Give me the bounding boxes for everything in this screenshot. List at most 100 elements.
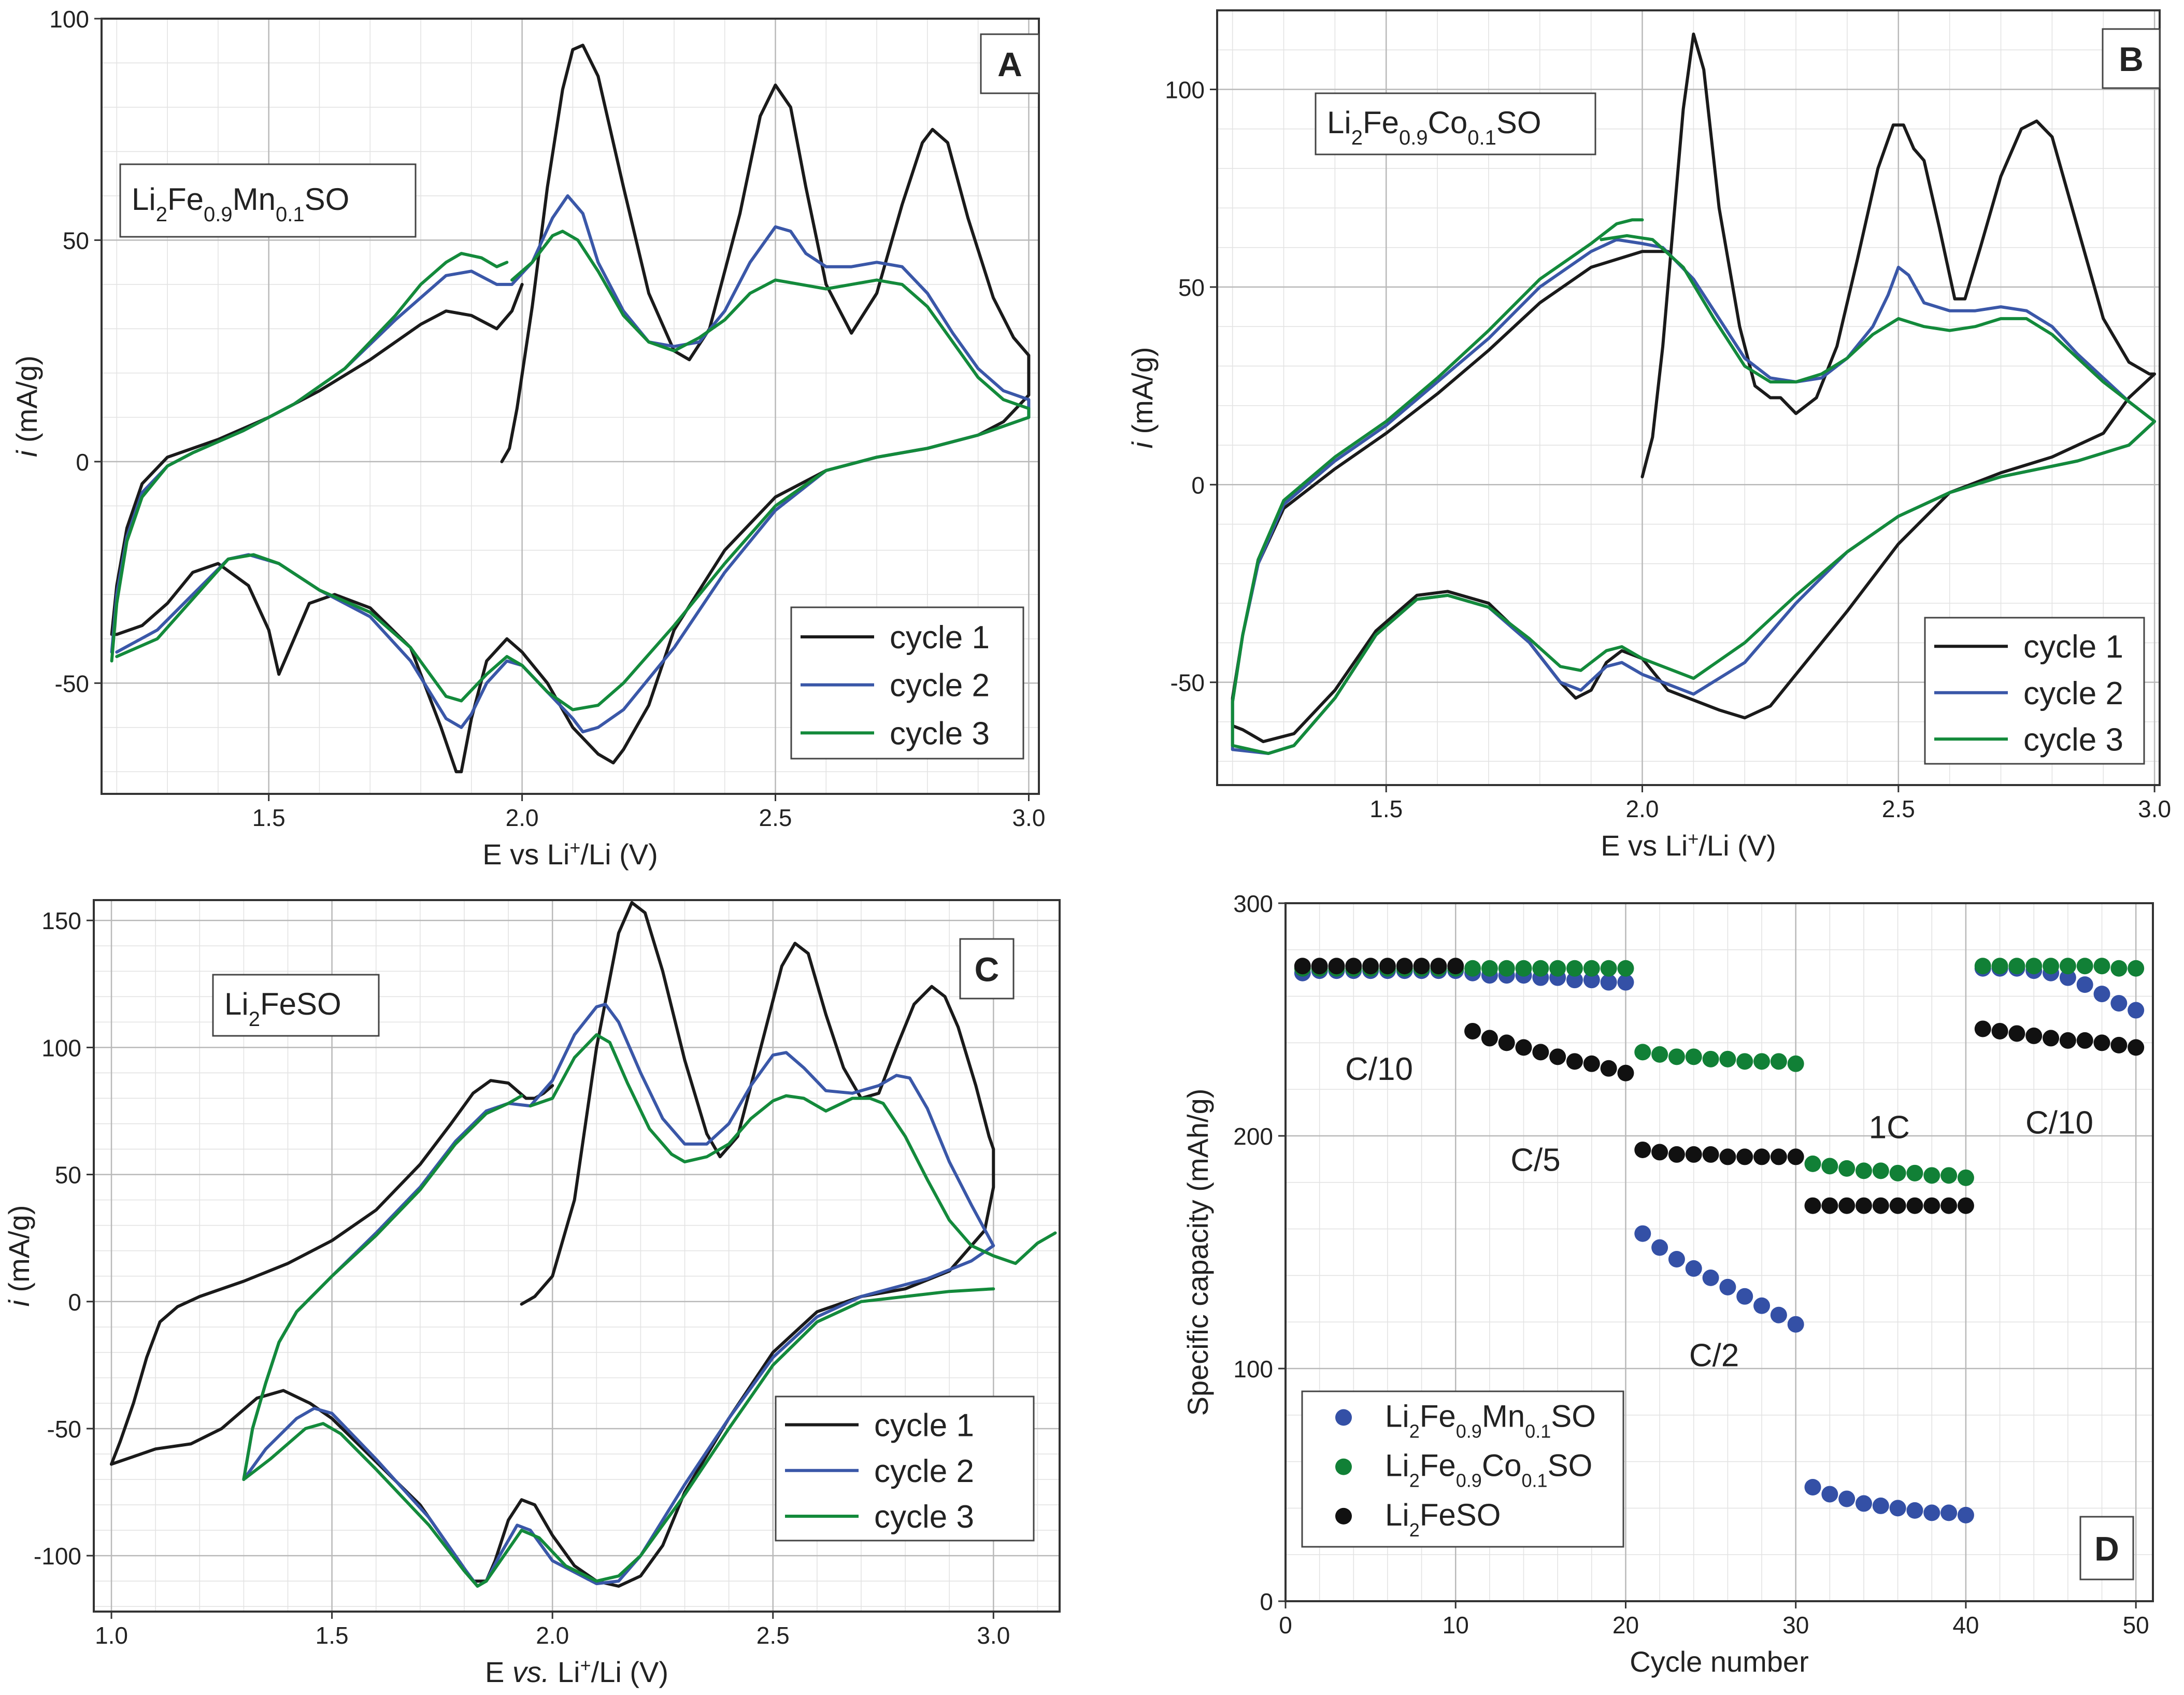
formula-text: SO: [1548, 1448, 1593, 1483]
x-axis-label: E vs Li+/Li (V): [1601, 828, 1776, 862]
data-point-Li2Fe0.9Co0.1SO: [2093, 958, 2110, 975]
x-tick-label: 2.5: [759, 804, 792, 831]
formula-text: Li: [1385, 1498, 1409, 1532]
data-point-Li2Fe0.9Mn0.1SO: [1923, 1504, 1940, 1521]
x-axis-label-text: Li: [549, 1656, 580, 1688]
y-axis-label: i (mA/g): [3, 1205, 35, 1306]
data-point-Li2Fe0.9Co0.1SO: [2025, 958, 2043, 975]
y-tick-label: 300: [1233, 890, 1273, 917]
data-point-Li2FeSO: [1685, 1146, 1702, 1163]
data-point-Li2FeSO: [1821, 1197, 1838, 1214]
x-tick-label: 2.0: [506, 804, 539, 831]
formula-text: Co: [1428, 105, 1468, 140]
legend-label: cycle 1: [2023, 629, 2123, 665]
x-tick-label: 30: [1782, 1612, 1809, 1639]
data-point-Li2FeSO: [1328, 958, 1345, 975]
rate-label: C/10: [2025, 1105, 2093, 1141]
rate-label: 1C: [1869, 1109, 1910, 1145]
data-point-Li2FeSO: [1515, 1039, 1532, 1056]
x-axis-label-sup: +: [1688, 828, 1698, 849]
data-point-Li2Fe0.9Mn0.1SO: [1668, 1250, 1685, 1267]
legend-label: Li2FeSO: [1385, 1498, 1501, 1541]
data-point-Li2Fe0.9Co0.1SO: [1838, 1160, 1855, 1177]
data-point-Li2Fe0.9Co0.1SO: [2076, 958, 2093, 975]
panel-badge-label: B: [2119, 40, 2144, 78]
data-point-Li2Fe0.9Mn0.1SO: [1787, 1316, 1804, 1333]
data-point-Li2Fe0.9Co0.1SO: [2008, 958, 2025, 975]
data-point-Li2Fe0.9Co0.1SO: [1685, 1048, 1702, 1065]
plot-frame: [1284, 902, 2154, 1602]
data-point-Li2Fe0.9Mn0.1SO: [2110, 995, 2128, 1012]
data-point-Li2FeSO: [1974, 1020, 1991, 1037]
x-tick-label: 3.0: [2138, 795, 2171, 822]
data-point-Li2Fe0.9Co0.1SO: [1804, 1155, 1821, 1172]
data-point-Li2Fe0.9Co0.1SO: [1481, 960, 1498, 977]
data-point-Li2Fe0.9Mn0.1SO: [1719, 1278, 1736, 1295]
formula-text: Li: [132, 182, 156, 217]
legend-label: cycle 1: [874, 1408, 974, 1444]
data-point-Li2FeSO: [1583, 1055, 1600, 1072]
x-tick-label: 20: [1612, 1612, 1639, 1639]
data-point-Li2Fe0.9Co0.1SO: [2128, 960, 2145, 977]
formula-text: Fe: [1420, 1448, 1456, 1483]
series-line-cycle-3b: [115, 230, 1031, 711]
y-axis-label-italic: i: [3, 1300, 35, 1307]
data-point-Li2FeSO: [1940, 1197, 1958, 1214]
data-point-Li2Fe0.9Co0.1SO: [1515, 960, 1532, 977]
plot-data: [110, 901, 1057, 1588]
y-tick-label: 50: [63, 227, 89, 254]
legend: cycle 1 cycle 2 cycle 3: [775, 1395, 1035, 1542]
y-tick-label: 200: [1233, 1123, 1273, 1150]
plot-data: [1294, 958, 2145, 1523]
data-point-Li2FeSO: [1872, 1197, 1889, 1214]
formula-subscript: 2: [1409, 1420, 1420, 1442]
data-point-Li2Fe0.9Co0.1SO: [1668, 1048, 1685, 1065]
data-point-Li2Fe0.9Mn0.1SO: [1770, 1306, 1787, 1323]
x-tick-label: 0: [1279, 1612, 1292, 1639]
formula-text: SO: [1551, 1399, 1596, 1433]
data-point-Li2Fe0.9Co0.1SO: [1889, 1164, 1906, 1181]
panel-badge-label: D: [2094, 1530, 2119, 1568]
series-line-cycle-3b: [1231, 234, 2157, 755]
plot-frame: [93, 899, 1061, 1613]
x-axis-label-text: /Li (V): [591, 1656, 668, 1688]
y-axis-label-text: (mA/g): [10, 355, 43, 451]
legend: cycle 1 cycle 2 cycle 3: [1924, 617, 2145, 765]
data-point-Li2FeSO: [1532, 1044, 1549, 1061]
data-point-Li2FeSO: [1787, 1148, 1804, 1165]
y-tick-label: 100: [41, 1034, 81, 1061]
data-point-Li2FeSO: [1430, 958, 1447, 975]
formula-subscript: 0.1: [276, 203, 305, 226]
series-line-cycle-3: [242, 1094, 523, 1481]
data-point-Li2Fe0.9Co0.1SO: [1600, 960, 1617, 977]
data-point-Li2FeSO: [1736, 1148, 1753, 1165]
data-point-Li2Fe0.9Mn0.1SO: [1685, 1260, 1702, 1277]
formula-subscript: 0.9: [1456, 1470, 1482, 1491]
y-axis-label: i (mA/g): [1126, 347, 1159, 448]
x-tick-label: 2.5: [756, 1622, 790, 1649]
formula-subscript: 2: [1351, 126, 1363, 149]
data-point-Li2Fe0.9Mn0.1SO: [1940, 1504, 1958, 1521]
data-point-Li2FeSO: [1464, 1022, 1481, 1039]
y-tick-label: 0: [1191, 472, 1205, 498]
data-point-Li2Fe0.9Mn0.1SO: [1736, 1288, 1753, 1305]
x-tick-label: 1.0: [95, 1622, 128, 1649]
data-point-Li2FeSO: [1804, 1197, 1821, 1214]
formula-subscript: 0.1: [1522, 1470, 1548, 1491]
x-axis-label: E vs Li+/Li (V): [482, 837, 658, 871]
data-point-Li2FeSO: [1498, 1034, 1515, 1051]
y-tick-label: 0: [1260, 1588, 1273, 1615]
series-line-cycle-3c: [242, 1287, 995, 1588]
data-point-Li2Fe0.9Mn0.1SO: [1821, 1486, 1838, 1503]
grid: [1217, 10, 2160, 785]
data-point-Li2Fe0.9Co0.1SO: [1787, 1055, 1804, 1072]
formula-subscript: 0.9: [1399, 126, 1428, 149]
data-point-Li2Fe0.9Co0.1SO: [1532, 960, 1549, 977]
formula-text: Fe: [167, 182, 204, 217]
data-point-Li2Fe0.9Co0.1SO: [1855, 1162, 1872, 1179]
series-line-cycle-3: [110, 252, 509, 663]
y-axis-label-text: (mA/g): [3, 1205, 35, 1300]
x-tick-label: 2.0: [1626, 795, 1659, 822]
